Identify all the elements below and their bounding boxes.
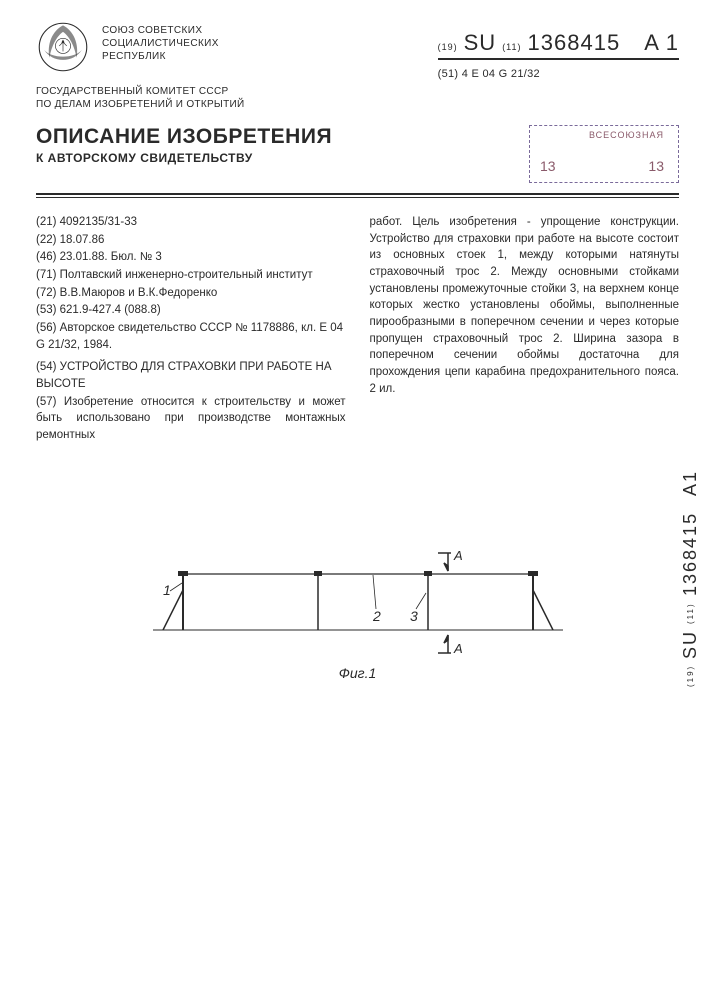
union-line: СОЮЗ СОВЕТСКИХ bbox=[102, 24, 232, 37]
field-57-right: работ. Цель изобретения - упрощение конс… bbox=[370, 214, 680, 397]
side-number: 1368415 bbox=[680, 512, 701, 596]
side-publication-label: (19) SU (11) 1368415 A1 bbox=[680, 470, 701, 687]
svg-text:A: A bbox=[453, 641, 463, 655]
svg-text:3: 3 bbox=[410, 608, 418, 624]
title-main: ОПИСАНИЕ ИЗОБРЕТЕНИЯ bbox=[36, 125, 519, 149]
svg-text:1: 1 bbox=[163, 582, 171, 598]
figure-caption: Фиг.1 bbox=[36, 665, 679, 681]
pub-code: (19) bbox=[438, 42, 458, 52]
union-line: СОЦИАЛИСТИЧЕСКИХ bbox=[102, 37, 232, 50]
union-line: РЕСПУБЛИК bbox=[102, 50, 232, 63]
field-46: (46) 23.01.88. Бюл. № 3 bbox=[36, 249, 346, 266]
stamp-num: 13 bbox=[648, 158, 664, 174]
document-title-block: ОПИСАНИЕ ИЗОБРЕТЕНИЯ К АВТОРСКОМУ СВИДЕТ… bbox=[36, 125, 519, 165]
ipc-classification: (51) 4 E 04 G 21/32 bbox=[438, 68, 679, 80]
publication-number: (19) SU (11) 1368415 A 1 bbox=[438, 30, 679, 60]
field-72: (72) В.В.Маюров и В.К.Федоренко bbox=[36, 285, 346, 302]
field-54: (54) УСТРОЙСТВО ДЛЯ СТРАХОВКИ ПРИ РАБОТЕ… bbox=[36, 359, 346, 392]
field-53: (53) 621.9-427.4 (088.8) bbox=[36, 302, 346, 319]
field-71: (71) Полтавский инженерно-строительный и… bbox=[36, 267, 346, 284]
divider bbox=[36, 197, 679, 198]
side-code: (11) bbox=[686, 602, 695, 624]
svg-text:A: A bbox=[453, 548, 463, 563]
pub-number: 1368415 bbox=[528, 30, 621, 56]
pub-code: (11) bbox=[502, 42, 521, 52]
side-kind: A1 bbox=[680, 470, 701, 496]
right-column: работ. Цель изобретения - упрощение конс… bbox=[370, 214, 680, 445]
divider bbox=[36, 193, 679, 195]
biblio-columns: (21) 4092135/31-33 (22) 18.07.86 (46) 23… bbox=[36, 214, 679, 445]
field-57-left: (57) Изобретение относится к строительст… bbox=[36, 394, 346, 444]
stamp-text: ВСЕСОЮЗНАЯ bbox=[589, 130, 664, 140]
pub-kind: A 1 bbox=[644, 30, 679, 56]
union-name: СОЮЗ СОВЕТСКИХ СОЦИАЛИСТИЧЕСКИХ РЕСПУБЛИ… bbox=[102, 20, 232, 63]
pub-country: SU bbox=[464, 30, 497, 56]
committee-name: ГОСУДАРСТВЕННЫЙ КОМИТЕТ СССР ПО ДЕЛАМ ИЗ… bbox=[36, 86, 679, 111]
stamp-num: 13 bbox=[540, 158, 556, 174]
publication-block: (19) SU (11) 1368415 A 1 (51) 4 E 04 G 2… bbox=[438, 20, 679, 80]
library-stamp: ВСЕСОЮЗНАЯ 13 13 bbox=[529, 125, 679, 183]
left-column: (21) 4092135/31-33 (22) 18.07.86 (46) 23… bbox=[36, 214, 346, 445]
committee-line: ГОСУДАРСТВЕННЫЙ КОМИТЕТ СССР bbox=[36, 86, 679, 99]
svg-text:2: 2 bbox=[372, 608, 381, 624]
figure-1: 1 2 3 A A bbox=[36, 535, 679, 655]
field-21: (21) 4092135/31-33 bbox=[36, 214, 346, 231]
state-emblem bbox=[36, 20, 90, 74]
field-22: (22) 18.07.86 bbox=[36, 232, 346, 249]
committee-line: ПО ДЕЛАМ ИЗОБРЕТЕНИЙ И ОТКРЫТИЙ bbox=[36, 99, 679, 112]
side-code: (19) bbox=[686, 665, 695, 687]
title-sub: К АВТОРСКОМУ СВИДЕТЕЛЬСТВУ bbox=[36, 151, 519, 165]
side-country: SU bbox=[680, 630, 701, 659]
field-56: (56) Авторское свидетельство СССР № 1178… bbox=[36, 320, 346, 353]
